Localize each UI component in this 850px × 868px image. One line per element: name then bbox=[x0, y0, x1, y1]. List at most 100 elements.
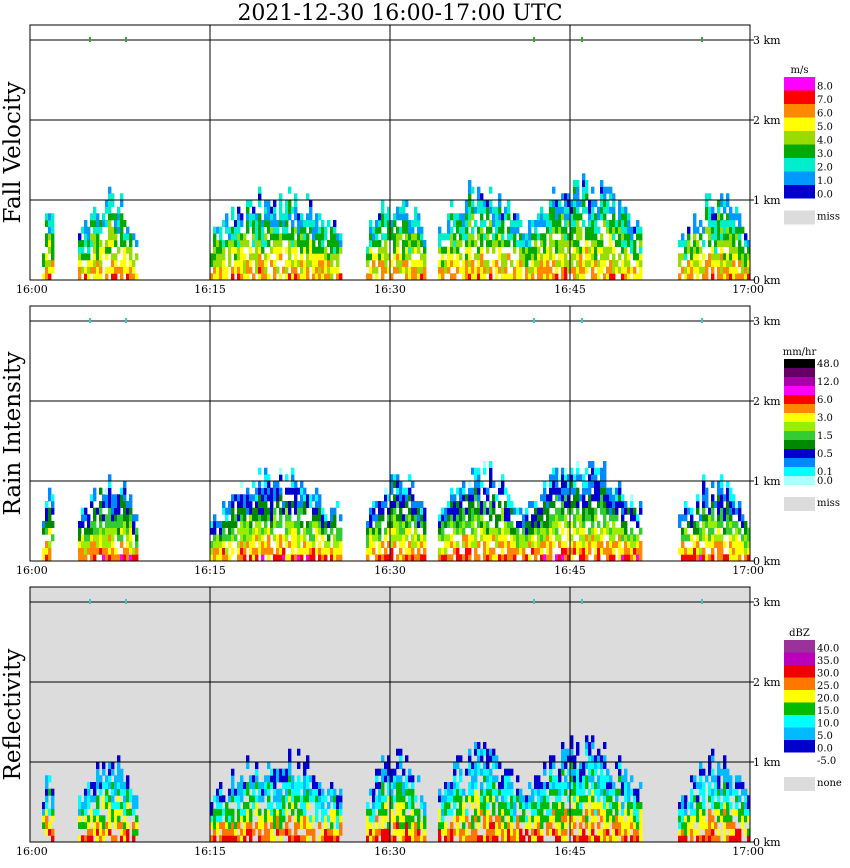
echo-cell bbox=[480, 213, 484, 221]
echo-cell bbox=[93, 494, 97, 502]
echo-cell bbox=[114, 260, 118, 267]
echo-cell bbox=[732, 226, 736, 234]
echo-cell bbox=[369, 507, 373, 515]
echo-cell bbox=[297, 213, 301, 221]
echo-cell bbox=[237, 822, 241, 829]
echo-cell bbox=[447, 808, 451, 816]
echo-cell bbox=[474, 541, 478, 548]
echo-cell bbox=[615, 501, 619, 508]
echo-cell bbox=[321, 828, 325, 836]
echo-cell bbox=[414, 554, 418, 562]
echo-cell bbox=[339, 802, 343, 809]
echo-cell bbox=[504, 266, 508, 274]
echo-cell bbox=[237, 554, 241, 562]
echo-cell bbox=[387, 514, 391, 522]
echo-cell bbox=[525, 822, 529, 829]
echo-cell bbox=[336, 795, 340, 803]
echo-cell bbox=[693, 213, 697, 221]
echo-cell bbox=[285, 246, 289, 254]
echo-cell bbox=[243, 554, 247, 562]
echo-cell bbox=[93, 220, 97, 227]
echo-cell bbox=[282, 802, 286, 809]
echo-cell bbox=[708, 260, 712, 267]
echo-cell bbox=[468, 541, 472, 548]
echo-cell bbox=[504, 240, 508, 247]
echo-cell bbox=[567, 534, 571, 542]
echo-cell bbox=[585, 795, 589, 803]
echo-cell bbox=[225, 220, 229, 227]
echo-cell bbox=[231, 226, 235, 234]
colorbar-label: 15.0 bbox=[817, 706, 839, 717]
echo-cell bbox=[276, 822, 280, 829]
echo-cell bbox=[285, 521, 289, 528]
echo-cell bbox=[564, 501, 568, 508]
echo-cell bbox=[378, 501, 382, 508]
echo-cell bbox=[489, 768, 493, 776]
echo-cell bbox=[477, 481, 481, 488]
echo-cell bbox=[417, 213, 421, 221]
echo-cell bbox=[375, 273, 379, 281]
panel-frame bbox=[29, 24, 751, 281]
echo-cell bbox=[714, 782, 718, 789]
echo-cell bbox=[699, 246, 703, 254]
echo-cell bbox=[291, 467, 295, 475]
echo-cell bbox=[273, 213, 277, 221]
echo-cell bbox=[579, 246, 583, 254]
echo-cell bbox=[396, 253, 400, 261]
echo-cell bbox=[246, 822, 250, 829]
echo-cell bbox=[234, 514, 238, 522]
echo-cell bbox=[621, 554, 625, 562]
echo-cell bbox=[534, 220, 538, 227]
colorbar-swatch bbox=[784, 640, 815, 653]
echo-cell bbox=[720, 808, 724, 816]
echo-cell bbox=[375, 802, 379, 809]
echo-cell bbox=[462, 266, 466, 274]
echo-cell bbox=[396, 226, 400, 234]
echo-cell bbox=[567, 240, 571, 247]
echo-cell bbox=[414, 828, 418, 836]
echo-cell bbox=[624, 273, 628, 281]
echo-cell bbox=[594, 220, 598, 227]
echo-cell bbox=[378, 226, 382, 234]
echo-cell bbox=[588, 755, 592, 763]
colorbar-swatch bbox=[784, 386, 815, 395]
echo-cell bbox=[309, 226, 313, 234]
echo-cell bbox=[237, 788, 241, 796]
echo-cell bbox=[459, 808, 463, 816]
echo-cell bbox=[90, 835, 94, 843]
echo-cell bbox=[633, 273, 637, 281]
echo-cell bbox=[132, 795, 136, 803]
echo-cell bbox=[615, 487, 619, 495]
echo-cell bbox=[717, 206, 721, 214]
echo-cell bbox=[279, 246, 283, 254]
echo-cell bbox=[624, 501, 628, 508]
echo-cell bbox=[612, 266, 616, 274]
echo-cell bbox=[462, 213, 466, 221]
echo-cell bbox=[309, 200, 313, 207]
echo-cell bbox=[483, 748, 487, 756]
marker bbox=[533, 599, 535, 604]
echo-cell bbox=[255, 501, 259, 508]
echo-cell bbox=[276, 220, 280, 227]
echo-cell bbox=[711, 815, 715, 823]
echo-cell bbox=[45, 507, 49, 515]
echo-cell bbox=[447, 253, 451, 261]
colorbar-swatch bbox=[784, 377, 815, 386]
echo-cell bbox=[477, 755, 481, 763]
echo-cell bbox=[609, 795, 613, 803]
echo-cell bbox=[489, 481, 493, 488]
echo-cell bbox=[729, 782, 733, 789]
echo-cell bbox=[420, 273, 424, 281]
echo-cell bbox=[411, 815, 415, 823]
y-tick-label: 3 km bbox=[753, 34, 781, 47]
echo-cell bbox=[711, 748, 715, 756]
echo-cell bbox=[489, 795, 493, 803]
echo-cell bbox=[399, 828, 403, 836]
echo-cell bbox=[681, 802, 685, 809]
echo-cell bbox=[537, 213, 541, 221]
echo-cell bbox=[579, 226, 583, 234]
echo-cell bbox=[474, 815, 478, 823]
echo-cell bbox=[699, 815, 703, 823]
echo-cell bbox=[582, 828, 586, 836]
echo-cell bbox=[285, 507, 289, 515]
